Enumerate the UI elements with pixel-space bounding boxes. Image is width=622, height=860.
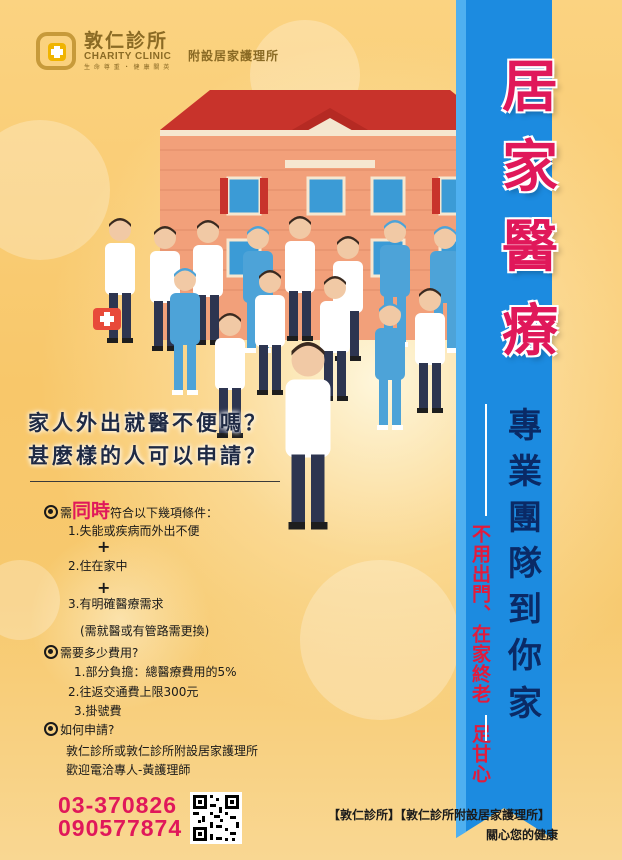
plus-icon: + — [97, 578, 111, 597]
clinic-logo: 敦仁診所 CHARITY CLINIC 生 命 尊 重 ・ 健 康 關 英 — [36, 30, 171, 72]
condition-item: 1.失能或疾病而外出不便 — [68, 524, 200, 538]
apply-line: 歡迎電洽專人-黃護理師 — [66, 763, 191, 777]
bokeh-decoration — [300, 560, 460, 720]
cost-item: 2.往返交通費上限300元 — [68, 685, 199, 699]
blue-banner — [456, 0, 552, 838]
clinic-name-cn: 敦仁診所 — [84, 29, 169, 52]
clinic-logo-icon — [36, 30, 78, 72]
title-char: 療 — [502, 298, 558, 364]
divider — [485, 404, 487, 516]
team-char: 家 — [508, 684, 542, 724]
apply-heading: 如何申請? — [44, 721, 114, 738]
footer-clinic-names: 【敦仁診所】【敦仁診所附設居家護理所】 — [328, 808, 551, 822]
qr-code-icon[interactable] — [190, 792, 242, 844]
footer-slogan: 關心您的健康 — [486, 828, 559, 842]
bokeh-decoration — [0, 560, 60, 640]
title-char: 醫 — [502, 214, 558, 280]
highlight-text: 同時 — [72, 500, 111, 522]
apply-line: 敦仁診所或敦仁診所附設居家護理所 — [66, 744, 259, 758]
team-char: 隊 — [508, 544, 542, 584]
team-char: 你 — [508, 636, 542, 676]
bullet-icon — [44, 645, 58, 659]
team-char: 團 — [508, 498, 542, 538]
medical-staff-illustration — [93, 216, 500, 530]
condition-item: 2.住在家中 — [68, 559, 128, 573]
condition-item: 3.有明確醫療需求 — [68, 597, 164, 611]
phone-number[interactable]: 090577874 — [58, 815, 183, 841]
title-char: 居 — [502, 54, 558, 120]
question-line: 甚麼樣的人可以申請？ — [28, 444, 268, 468]
separator — [30, 481, 280, 482]
bullet-icon — [44, 722, 58, 736]
question-line: 家人外出就醫不便嗎？ — [28, 411, 268, 435]
bullet-icon — [44, 505, 58, 519]
costs-heading: 需要多少費用? — [44, 644, 138, 661]
team-char: 業 — [508, 452, 542, 492]
phone-number[interactable]: 03-370826 — [58, 792, 177, 818]
conditions-intro: 需同時符合以下幾項條件： — [44, 496, 218, 523]
tagline: 不用出門、在家終老 足甘心 — [469, 524, 491, 784]
title-char: 家 — [502, 134, 558, 200]
cost-item: 3.掛號費 — [74, 704, 122, 718]
divider — [485, 715, 487, 741]
clinic-sub-name: 附設居家護理所 — [188, 49, 280, 63]
condition-note: (需就醫或有管路需更換) — [80, 624, 210, 638]
team-char: 到 — [508, 590, 542, 630]
cost-item: 1.部分負擔：總醫療費用的5% — [74, 665, 237, 679]
team-char: 專 — [508, 406, 542, 446]
clinic-name-en: CHARITY CLINIC — [84, 50, 172, 62]
clinic-slogan: 生 命 尊 重 ・ 健 康 關 英 — [84, 63, 171, 71]
plus-icon: + — [97, 537, 111, 556]
bokeh-decoration — [0, 120, 110, 260]
